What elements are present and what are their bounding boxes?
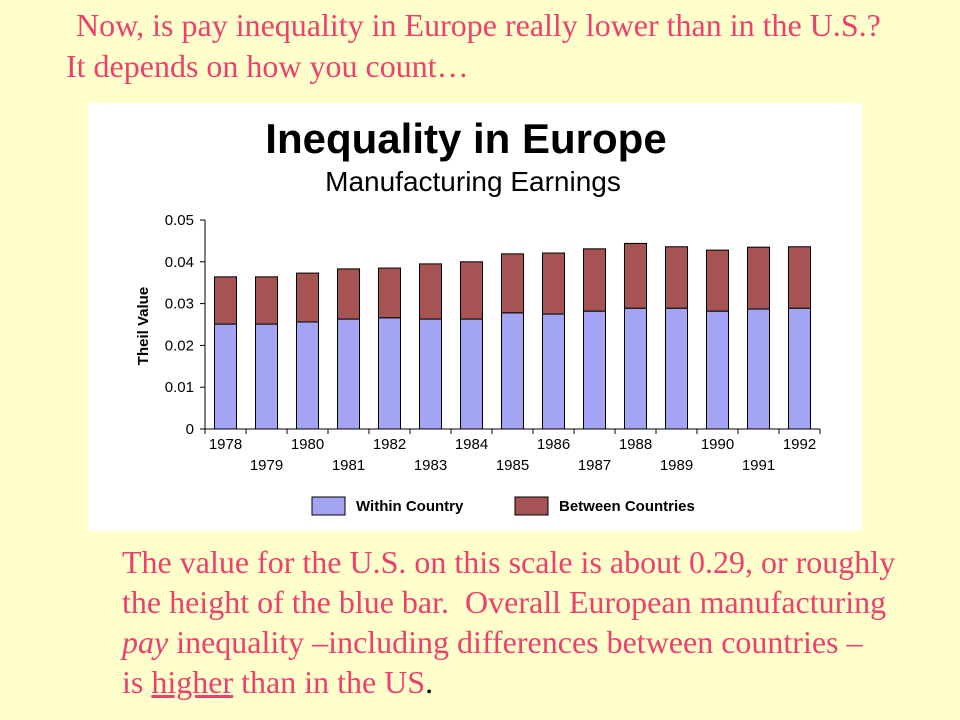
explanation-line-3-rest: inequality –including differences betwee…: [168, 624, 863, 660]
bar-within-country-1983: [419, 318, 442, 430]
bar-between-countries-1979: [255, 276, 278, 325]
x-tick-label-1984: 1984: [455, 436, 488, 453]
heading-subline: It depends on how you count…: [66, 48, 469, 84]
chart-panel: Inequality in Europe Manufacturing Earni…: [88, 103, 862, 531]
x-tick-label-1992: 1992: [783, 436, 816, 453]
bar-between-countries-1991: [747, 246, 770, 310]
explanation-line-4-rest: than in the US: [233, 664, 426, 700]
stacked-bar-chart: Inequality in Europe Manufacturing Earni…: [135, 115, 821, 516]
bar-within-country-1982: [378, 317, 401, 430]
bar-between-countries-1978: [214, 276, 237, 325]
y-axis: 0 0.01 0.02 0.03 0.04 0.05: [165, 212, 205, 438]
bar-within-country-1985: [501, 312, 524, 430]
bar-between-countries-1986: [542, 252, 565, 315]
bar-within-country-1980: [296, 321, 319, 430]
bar-between-countries-1989: [665, 246, 688, 309]
bar-within-country-1987: [583, 310, 606, 430]
legend-swatch-between-countries: [514, 496, 549, 516]
explanation-line-4-start: is: [122, 664, 152, 700]
bar-between-countries-1981: [337, 268, 360, 320]
x-tick-label-1978: 1978: [209, 436, 242, 453]
legend-label-within-country: Within Country: [356, 498, 464, 515]
x-tick-label-1991: 1991: [742, 457, 775, 474]
chart-subtitle: Manufacturing Earnings: [325, 166, 621, 197]
heading-question: Now, is pay inequality in Europe really …: [76, 7, 881, 43]
bar-between-countries-1992: [788, 246, 811, 309]
x-tick-label-1982: 1982: [373, 436, 406, 453]
final-period: .: [425, 664, 434, 700]
legend-swatch-within-country: [311, 496, 346, 516]
explanation-line-1: The value for the U.S. on this scale is …: [122, 544, 896, 580]
bar-within-country-1988: [624, 307, 647, 430]
y-tick-label: 0.03: [165, 296, 194, 313]
x-tick-label-1986: 1986: [537, 436, 570, 453]
bar-within-country-1984: [460, 318, 483, 430]
bar-within-country-1989: [665, 307, 688, 430]
bar-between-countries-1988: [624, 242, 647, 309]
explanation-line-2: the height of the blue bar. Overall Euro…: [122, 584, 887, 620]
legend-label-between-countries: Between Countries: [559, 498, 695, 515]
explanation-line-3: pay inequality –including differences be…: [122, 622, 895, 662]
x-tick-label-1988: 1988: [619, 436, 652, 453]
bar-within-country-1981: [337, 318, 360, 430]
bar-within-country-1990: [706, 310, 729, 430]
x-tick-label-1980: 1980: [291, 436, 324, 453]
y-axis-title: Theil Value: [135, 287, 152, 365]
y-tick-label: 0.01: [165, 379, 194, 396]
emphasis-higher: higher: [151, 664, 234, 700]
bar-between-countries-1987: [583, 248, 606, 312]
bar-within-country-1979: [255, 323, 278, 430]
legend: Within Country Between Countries: [311, 496, 695, 516]
y-tick-label: 0: [186, 421, 194, 438]
x-tick-label-1989: 1989: [660, 457, 693, 474]
bar-between-countries-1983: [419, 263, 442, 320]
bar-within-country-1986: [542, 313, 565, 430]
bar-between-countries-1990: [706, 249, 729, 312]
bar-between-countries-1980: [296, 272, 319, 323]
x-tick-label-1987: 1987: [578, 457, 611, 474]
chart-title: Inequality in Europe: [265, 115, 666, 162]
emphasis-pay: pay: [122, 624, 169, 660]
bar-within-country-1992: [788, 307, 811, 430]
y-tick-label: 0.04: [165, 254, 194, 271]
x-tick-label-1990: 1990: [701, 436, 734, 453]
bar-between-countries-1985: [501, 253, 524, 314]
explanation-line-4: is higher than in the US.: [122, 662, 895, 702]
bar-within-country-1991: [747, 308, 770, 430]
bars: [214, 242, 811, 430]
y-tick-label: 0.05: [165, 212, 194, 229]
x-tick-label-1985: 1985: [496, 457, 529, 474]
x-tick-label-1981: 1981: [332, 457, 365, 474]
x-tick-label-1979: 1979: [250, 457, 283, 474]
x-axis: 1978 1979 1980 1981 1982 1983 1984 1985 1986 1987…: [204, 429, 821, 474]
explanation-text: The value for the U.S. on this scale is …: [122, 542, 895, 702]
bar-within-country-1978: [214, 323, 237, 430]
bar-between-countries-1984: [460, 261, 483, 320]
y-tick-label: 0.02: [165, 337, 194, 354]
x-tick-label-1983: 1983: [414, 457, 447, 474]
bar-between-countries-1982: [378, 267, 401, 319]
